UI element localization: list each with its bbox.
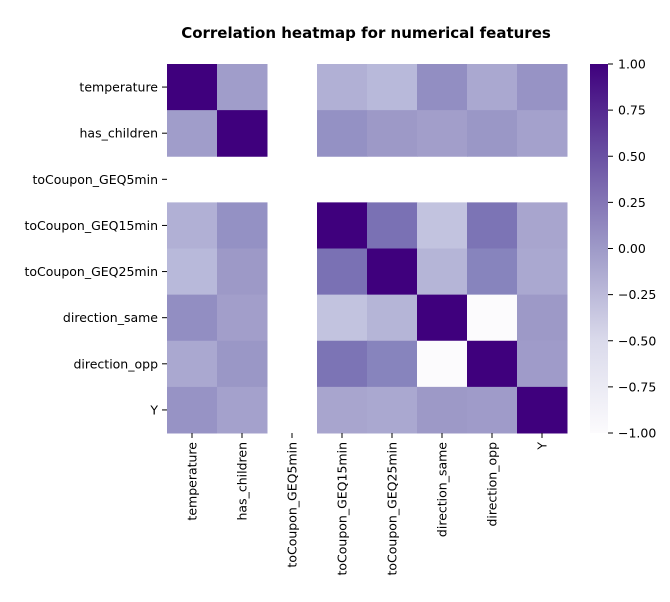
x-tick-label: direction_opp xyxy=(485,442,500,527)
heatmap-cell-4-0 xyxy=(167,248,218,296)
y-tick-label: Y xyxy=(149,402,158,417)
heatmap-cell-7-5 xyxy=(417,386,468,434)
heatmap-cell-0-3 xyxy=(317,64,368,111)
heatmap-cell-5-0 xyxy=(167,294,218,342)
heatmap-cell-0-7 xyxy=(517,64,568,111)
x-tick-label: Y xyxy=(535,442,550,451)
colorbar-tick-label: 0.25 xyxy=(618,195,646,210)
heatmap-cell-3-6 xyxy=(467,202,518,249)
x-tick-label: direction_same xyxy=(435,442,450,537)
heatmap-cell-0-5 xyxy=(417,64,468,111)
heatmap-cell-7-3 xyxy=(317,386,368,434)
y-tick-label: has_children xyxy=(80,126,159,141)
y-tick-label: toCoupon_GEQ5min xyxy=(32,172,158,187)
colorbar-tick-label: −0.75 xyxy=(618,379,656,394)
heatmap-cell-6-4 xyxy=(367,340,418,388)
heatmap-cell-4-5 xyxy=(417,248,468,296)
heatmap-cell-4-4 xyxy=(367,248,418,296)
heatmap-cell-7-1 xyxy=(217,386,268,434)
heatmap-cell-1-0 xyxy=(167,110,218,157)
x-axis: temperature has_children toCoupon_GEQ5min t… xyxy=(185,433,550,576)
heatmap-cell-1-3 xyxy=(317,110,368,157)
heatmap-cell-5-1 xyxy=(217,294,268,342)
heatmap-cell-0-6 xyxy=(467,64,518,111)
y-tick-label: direction_same xyxy=(63,310,158,325)
heatmap-cell-6-5 xyxy=(417,340,468,388)
colorbar-axis: 1.00 0.75 0.50 0.25 0.00 −0.25 −0.50 −0.75 −1.00 xyxy=(608,57,656,441)
heatmap-cell-3-0 xyxy=(167,202,218,249)
heatmap-cell-6-3 xyxy=(317,340,368,388)
heatmap-cell-1-5 xyxy=(417,110,468,157)
heatmap-cell-6-6 xyxy=(467,340,518,388)
colorbar-tick-label: −1.00 xyxy=(618,426,656,441)
colorbar-tick-label: 1.00 xyxy=(618,57,646,72)
y-tick-label: direction_opp xyxy=(73,356,158,371)
heatmap-cell-6-1 xyxy=(217,340,268,388)
heatmap-cell-4-6 xyxy=(467,248,518,296)
heatmap-cell-5-6 xyxy=(467,294,518,342)
heatmap-cell-5-7 xyxy=(517,294,568,342)
colorbar-tick-label: 0.50 xyxy=(618,149,646,164)
heatmap-cell-0-0 xyxy=(167,64,218,111)
heatmap-cell-3-3 xyxy=(317,202,368,249)
heatmap-cell-5-4 xyxy=(367,294,418,342)
x-tick-label: temperature xyxy=(185,442,200,521)
x-tick-label: toCoupon_GEQ15min xyxy=(335,442,350,576)
heatmap-cell-4-1 xyxy=(217,248,268,296)
heatmap-cell-7-4 xyxy=(367,386,418,434)
colorbar-tick-label: 0.00 xyxy=(618,241,646,256)
heatmap-cell-0-1 xyxy=(217,64,268,111)
x-tick-label: toCoupon_GEQ5min xyxy=(285,442,300,568)
heatmap-cell-7-6 xyxy=(467,386,518,434)
heatmap-cell-3-1 xyxy=(217,202,268,249)
chart-title: Correlation heatmap for numerical featur… xyxy=(181,24,551,42)
x-tick-label: toCoupon_GEQ25min xyxy=(385,442,400,576)
colorbar-tick-label: −0.25 xyxy=(618,287,656,302)
y-tick-label: temperature xyxy=(79,80,158,95)
y-tick-label: toCoupon_GEQ15min xyxy=(24,218,158,233)
y-tick-label: toCoupon_GEQ25min xyxy=(24,264,158,279)
heatmap-cells xyxy=(167,64,568,434)
y-axis: temperature has_children toCoupon_GEQ5mint… xyxy=(24,80,167,417)
heatmap-cell-6-0 xyxy=(167,340,218,388)
heatmap-cell-4-7 xyxy=(517,248,568,296)
heatmap-cell-5-5 xyxy=(417,294,468,342)
heatmap-cell-4-3 xyxy=(317,248,368,296)
heatmap-cell-7-7 xyxy=(517,386,568,434)
heatmap-cell-3-7 xyxy=(517,202,568,249)
heatmap-cell-0-4 xyxy=(367,64,418,111)
heatmap-cell-3-5 xyxy=(417,202,468,249)
colorbar xyxy=(590,64,608,433)
heatmap-cell-6-7 xyxy=(517,340,568,388)
colorbar-tick-label: 0.75 xyxy=(618,103,646,118)
heatmap-cell-1-7 xyxy=(517,110,568,157)
heatmap-cell-3-4 xyxy=(367,202,418,249)
heatmap-cell-1-1 xyxy=(217,110,268,157)
heatmap-cell-5-3 xyxy=(317,294,368,342)
heatmap-cell-7-0 xyxy=(167,386,218,434)
heatmap-cell-1-6 xyxy=(467,110,518,157)
x-tick-label: has_children xyxy=(235,442,250,521)
colorbar-tick-label: −0.50 xyxy=(618,333,656,348)
heatmap-cell-1-4 xyxy=(367,110,418,157)
